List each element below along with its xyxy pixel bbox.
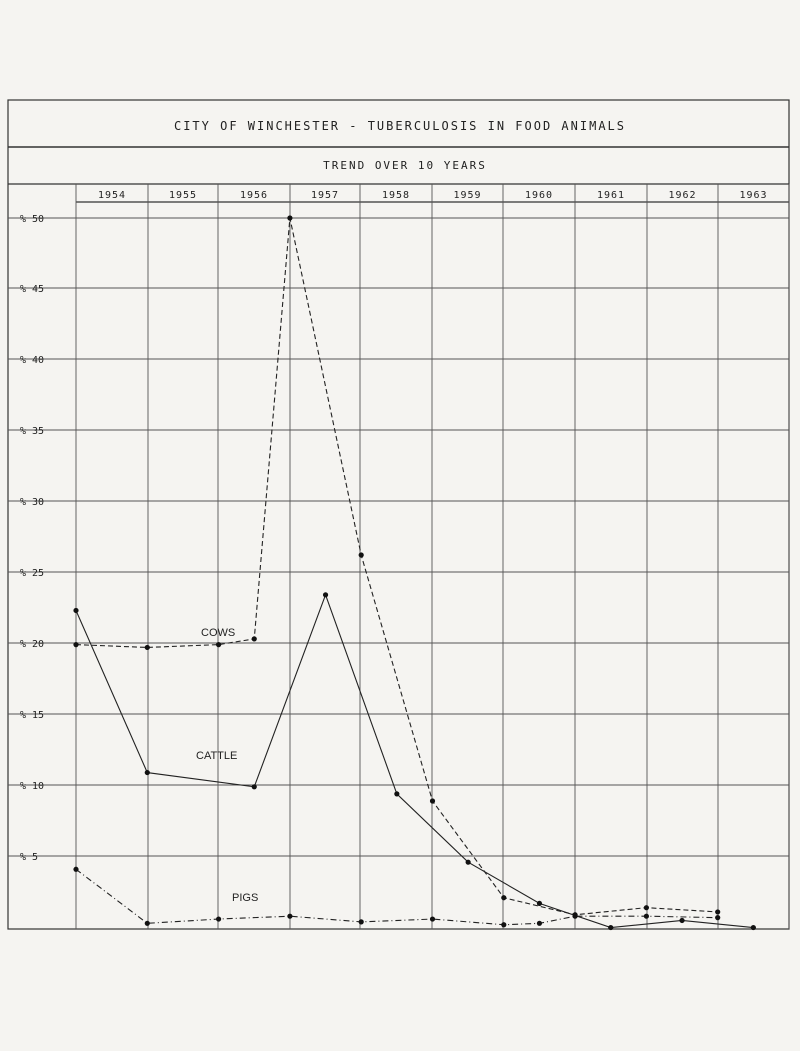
- series-label-cattle: CATTLE: [196, 750, 237, 762]
- y-tick-labels: % 50 % 45 % 40 % 35 % 30 % 25 % 20 % 15 % 10 % 5: [20, 214, 44, 863]
- y-tick-label: % 30: [20, 497, 44, 508]
- series-labels: COWS CATTLE PIGS: [196, 627, 258, 904]
- data-point-pigs: [536, 920, 543, 926]
- y-tick-label: % 5: [20, 852, 38, 863]
- series-lines: [73, 215, 756, 931]
- y-tick-label: % 25: [20, 568, 44, 579]
- data-point-cows: [715, 909, 721, 915]
- data-point-cows: [73, 642, 79, 648]
- year-label: 1960: [525, 190, 553, 201]
- year-label: 1958: [382, 190, 410, 201]
- data-point-cattle: [679, 917, 685, 924]
- y-tick-label: % 50: [20, 214, 44, 225]
- data-point-cows: [429, 798, 436, 804]
- y-tick-label: % 10: [20, 781, 44, 792]
- year-label: 1961: [597, 190, 625, 201]
- data-point-pigs: [643, 913, 650, 919]
- y-tick-label: % 20: [20, 639, 44, 650]
- year-label: 1955: [169, 190, 197, 201]
- series-line-cattle: [75, 593, 754, 929]
- data-point-pigs: [287, 913, 293, 919]
- series-line-cows: [75, 217, 718, 916]
- y-tick-label: % 45: [20, 284, 44, 295]
- data-point-pigs: [715, 915, 721, 921]
- series-line-pigs: [75, 868, 718, 926]
- data-point-pigs: [501, 922, 507, 928]
- data-point-cattle: [394, 791, 400, 797]
- data-point-pigs: [429, 916, 436, 922]
- data-point-cows: [501, 895, 507, 901]
- data-point-cattle: [73, 607, 79, 614]
- data-point-pigs: [358, 919, 364, 925]
- series-label-cows: COWS: [201, 627, 235, 639]
- data-point-cattle: [322, 592, 329, 598]
- data-point-cows: [643, 905, 650, 911]
- chart-title: CITY OF WINCHESTER - TUBERCULOSIS IN FOO…: [174, 119, 626, 133]
- data-point-cattle: [465, 859, 471, 865]
- outer-border: [7, 99, 790, 930]
- year-label: 1959: [453, 190, 481, 201]
- year-header-labels: 1954 1955 1956 1957 1958 1959 1960 1961 1962 1963: [98, 190, 767, 201]
- y-tick-label: % 40: [20, 355, 44, 366]
- data-point-pigs: [73, 866, 79, 872]
- chart-subtitle: TREND OVER 10 YEARS: [323, 159, 487, 172]
- grid-lines: [8, 184, 790, 929]
- year-label: 1956: [240, 190, 268, 201]
- y-tick-label: % 35: [20, 426, 44, 437]
- series-label-pigs: PIGS: [232, 892, 258, 904]
- data-point-pigs: [144, 920, 150, 926]
- data-point-cattle: [251, 784, 257, 790]
- year-label: 1963: [739, 190, 767, 201]
- year-label: 1962: [668, 190, 696, 201]
- data-point-cattle: [144, 769, 150, 776]
- y-tick-label: % 15: [20, 710, 44, 721]
- data-point-pigs: [216, 916, 222, 922]
- data-point-cows: [144, 644, 150, 651]
- chart-frame: [7, 99, 790, 930]
- data-point-cattle: [750, 924, 756, 931]
- data-point-cattle: [536, 900, 543, 907]
- data-point-cattle: [608, 924, 614, 931]
- data-point-cows: [287, 215, 293, 221]
- year-label: 1957: [311, 190, 339, 201]
- data-point-pigs: [572, 913, 578, 919]
- year-label: 1954: [98, 190, 126, 201]
- data-point-cows: [358, 552, 364, 558]
- data-point-cows: [216, 642, 222, 648]
- data-point-cows: [251, 636, 257, 642]
